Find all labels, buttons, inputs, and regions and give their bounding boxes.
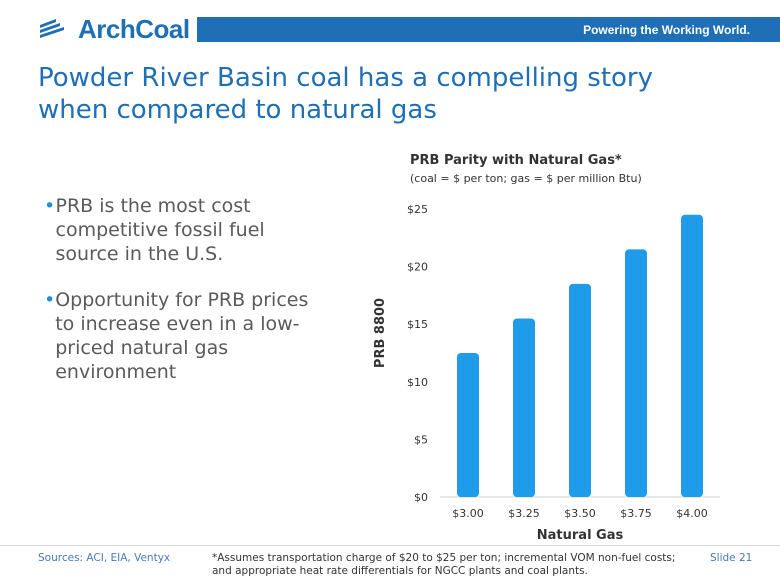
logo-stripes-icon [40, 19, 64, 38]
bullet-list: • PRB is the most cost competitive fossi… [44, 194, 314, 406]
bullet-item: • Opportunity for PRB prices to increase… [44, 288, 314, 384]
bar [457, 353, 479, 497]
slide-title: Powder River Basin coal has a compelling… [38, 62, 758, 126]
slide-number: Slide 21 [710, 552, 753, 564]
chart-title: PRB Parity with Natural Gas* [410, 153, 622, 168]
bullet-dot-icon: • [44, 289, 56, 311]
x-tick-label: $3.00 [452, 507, 484, 520]
sources-note: Sources: ACI, EIA, Ventyx [38, 552, 171, 564]
chart-subtitle: (coal = $ per ton; gas = $ per million B… [410, 172, 642, 185]
archcoal-logo: ArchCoal [38, 16, 190, 42]
footer-divider [0, 545, 780, 546]
y-tick-label: $25 [407, 203, 428, 216]
y-tick-label: $15 [407, 318, 428, 331]
y-tick-label: $5 [414, 433, 428, 446]
header-bar: Powering the Working World. [197, 17, 780, 42]
bar [625, 249, 647, 497]
bullet-dot-icon: • [44, 195, 56, 217]
bullet-text: Opportunity for PRB prices to increase e… [55, 289, 309, 383]
x-tick-label: $3.75 [620, 507, 652, 520]
bar [569, 283, 591, 497]
logo-text: ArchCoal [78, 14, 190, 44]
y-tick-label: $0 [414, 491, 428, 504]
tagline: Powering the Working World. [583, 22, 750, 37]
x-tick-label: $4.00 [676, 507, 708, 520]
title-line-2: when compared to natural gas [38, 95, 437, 125]
bar [513, 318, 535, 497]
x-tick-label: $3.25 [508, 507, 540, 520]
title-line-1: Powder River Basin coal has a compelling… [38, 63, 653, 93]
y-tick-label: $10 [407, 376, 428, 389]
x-tick-label: $3.50 [564, 507, 596, 520]
bar-chart: $0 $5 $10 $15 $20 $25 $3.00 $3.25 $3.50 $3.75 $4.0… [373, 203, 720, 543]
x-axis-title: Natural Gas [537, 528, 624, 543]
bar [681, 214, 703, 497]
y-tick-label: $20 [407, 261, 428, 274]
y-axis-title: PRB 8800 [373, 298, 388, 368]
footnote: *Assumes transportation charge of $20 to… [212, 552, 676, 577]
bullet-text: PRB is the most cost competitive fossil … [55, 195, 265, 265]
bullet-item: • PRB is the most cost competitive fossi… [44, 194, 314, 266]
